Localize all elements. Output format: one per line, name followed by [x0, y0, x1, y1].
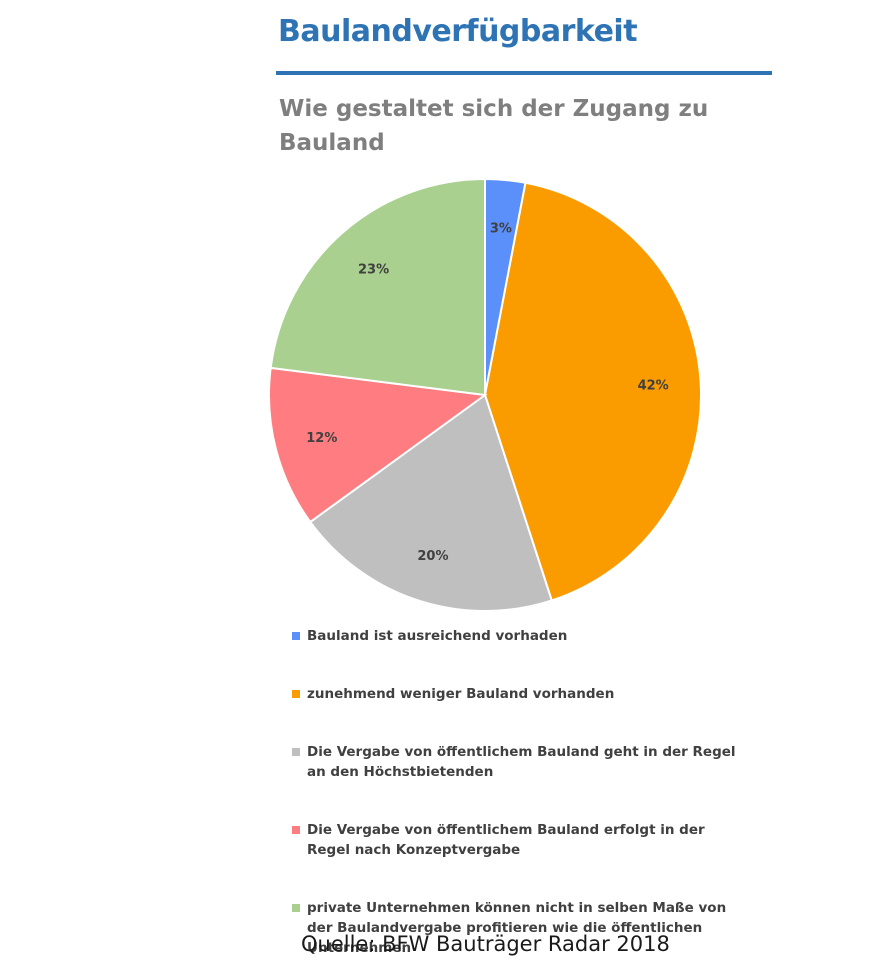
legend-label: private Unternehmen können nicht in selb…: [307, 900, 727, 956]
legend-label: zunehmend weniger Bauland vorhanden: [307, 686, 615, 702]
pie-slice-konzeptvergabe: [268, 366, 488, 524]
legend-label: Die Vergabe von öffentlichem Bauland geh…: [307, 744, 736, 780]
chart-legend: Bauland ist ausreichend vorhaden zunehmen…: [292, 626, 742, 958]
legend-item-private: private Unternehmen können nicht in selb…: [292, 898, 742, 958]
legend-swatch: [292, 904, 300, 912]
title-divider: [276, 71, 772, 75]
legend-label: Die Vergabe von öffentlichem Bauland erf…: [307, 822, 705, 858]
pie-slice-weniger: [483, 181, 702, 602]
legend-label: Bauland ist ausreichend vorhaden: [307, 628, 568, 644]
slice-label-ausreichend: 3%: [490, 221, 512, 236]
legend-swatch: [292, 690, 300, 698]
slice-label-weniger: 42%: [638, 378, 669, 393]
slice-label-konzeptvergabe: 12%: [306, 431, 337, 446]
pie-slice-private: [269, 177, 486, 397]
page-title: Baulandverfügbarkeit: [278, 14, 638, 49]
slice-label-hoechstbietende: 20%: [417, 549, 448, 564]
source-note: Quelle: BFW Bauträger Radar 2018: [301, 932, 670, 956]
legend-item-weniger: zunehmend weniger Bauland vorhanden: [292, 684, 742, 704]
legend-swatch: [292, 826, 300, 834]
legend-item-konzeptvergabe: Die Vergabe von öffentlichem Bauland erf…: [292, 820, 742, 860]
legend-item-hoechstbietende: Die Vergabe von öffentlichem Bauland geh…: [292, 742, 742, 782]
pie-slice-hoechstbietende: [308, 393, 554, 612]
legend-item-ausreichend: Bauland ist ausreichend vorhaden: [292, 626, 742, 646]
chart-title: Wie gestaltet sich der Zugang zu Bauland: [279, 96, 709, 156]
legend-swatch: [292, 748, 300, 756]
slice-label-private: 23%: [358, 263, 389, 278]
legend-swatch: [292, 632, 300, 640]
